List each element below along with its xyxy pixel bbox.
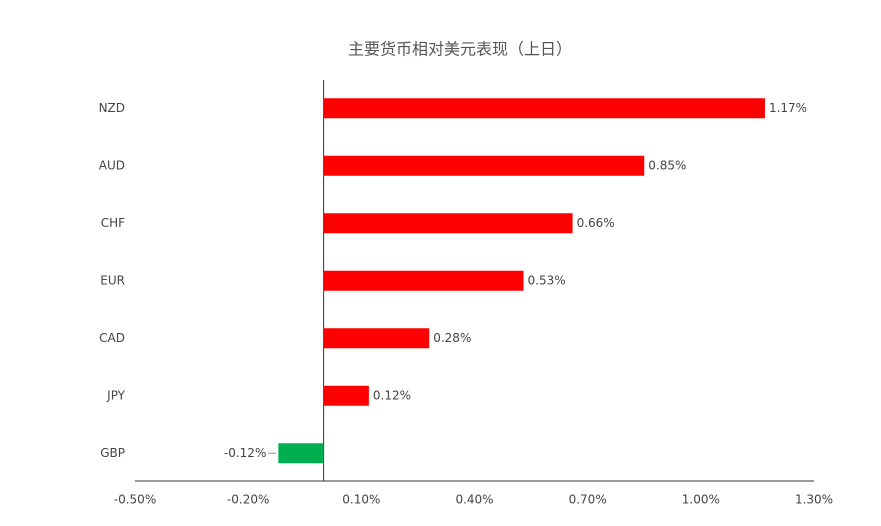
x-tick-label: 0.10% <box>342 493 380 507</box>
bar <box>323 385 369 406</box>
y-tick-label: EUR <box>100 273 125 287</box>
value-label: 0.66% <box>577 216 615 230</box>
x-tick-label: -0.20% <box>227 493 269 507</box>
value-label: 1.17% <box>769 101 807 115</box>
bar <box>323 328 430 349</box>
bar <box>278 443 324 464</box>
value-label: -0.12% <box>224 446 266 460</box>
y-tick-label: JPY <box>106 388 126 402</box>
bar <box>323 270 524 291</box>
x-tick-label: 0.70% <box>569 493 607 507</box>
y-tick-label: CHF <box>101 216 125 230</box>
y-tick-label: GBP <box>100 446 125 460</box>
chart-title: 主要货币相对美元表现（上日） <box>348 40 572 59</box>
x-tick-label: -0.50% <box>114 493 156 507</box>
y-tick-label: NZD <box>99 101 125 115</box>
bar <box>323 155 645 176</box>
y-tick-label: CAD <box>99 331 125 345</box>
value-label: 0.53% <box>528 273 566 287</box>
value-label: 0.28% <box>433 331 471 345</box>
x-tick-label: 0.40% <box>455 493 493 507</box>
value-label: 0.12% <box>373 388 411 402</box>
bar <box>323 98 765 119</box>
bar <box>323 213 573 234</box>
x-tick-label: 1.00% <box>682 493 720 507</box>
value-label: 0.85% <box>648 158 686 172</box>
y-tick-label: AUD <box>99 158 125 172</box>
x-tick-label: 1.30% <box>795 493 833 507</box>
